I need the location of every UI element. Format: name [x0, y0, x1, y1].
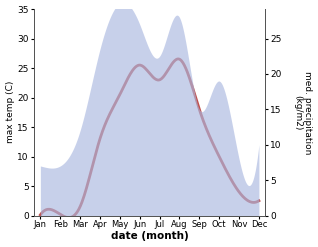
Y-axis label: max temp (C): max temp (C)	[5, 81, 15, 144]
Y-axis label: med. precipitation
(kg/m2): med. precipitation (kg/m2)	[293, 71, 313, 154]
X-axis label: date (month): date (month)	[111, 231, 189, 242]
